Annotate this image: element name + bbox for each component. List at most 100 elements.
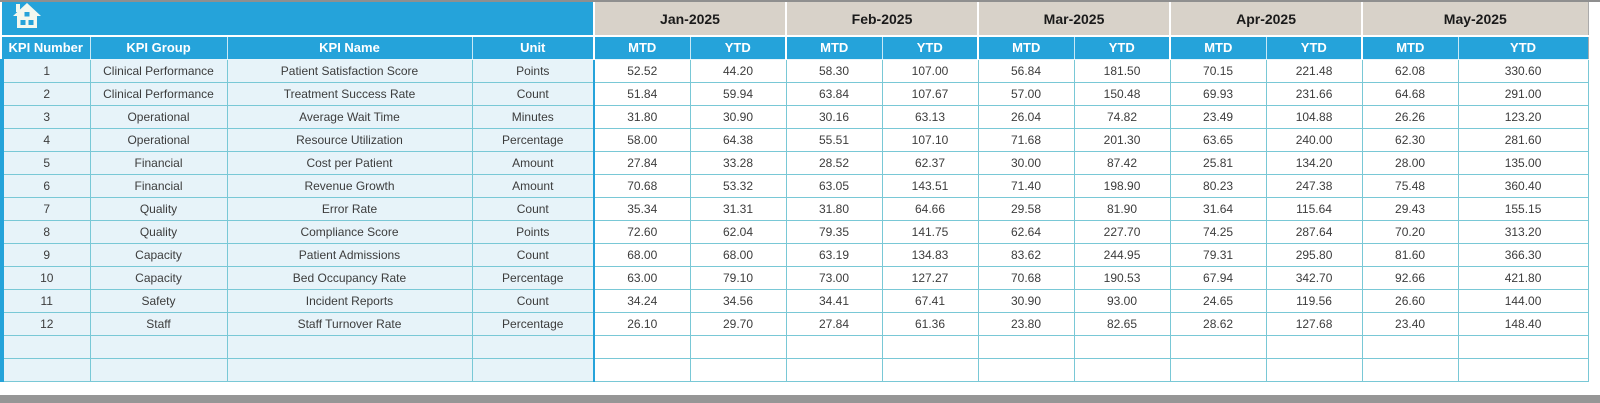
value-cell[interactable]: 30.16 [785,104,883,129]
value-cell[interactable]: 31.64 [1169,196,1267,221]
value-cell[interactable]: 30.90 [977,288,1075,313]
empty-cell[interactable] [1265,357,1363,382]
value-cell[interactable]: 82.65 [1073,311,1171,336]
empty-cell[interactable] [977,334,1075,359]
value-cell[interactable]: 75.48 [1361,173,1459,198]
month-header-cell[interactable]: May-2025 [1361,2,1589,37]
value-cell[interactable]: 80.23 [1169,173,1267,198]
empty-cell[interactable] [1169,357,1267,382]
kpi-name-cell[interactable]: Revenue Growth [226,173,473,198]
value-cell[interactable]: 201.30 [1073,127,1171,152]
value-cell[interactable]: 62.04 [689,219,787,244]
value-cell[interactable]: 87.42 [1073,150,1171,175]
unit-cell[interactable]: Count [471,288,595,313]
unit-cell[interactable]: Points [471,58,595,83]
kpi-name-cell[interactable]: Average Wait Time [226,104,473,129]
empty-cell[interactable] [785,357,883,382]
value-cell[interactable]: 58.30 [785,58,883,83]
kpi-number-cell[interactable]: 9 [0,242,91,267]
kpi-number-cell[interactable]: 5 [0,150,91,175]
empty-cell[interactable] [471,357,595,382]
value-cell[interactable]: 64.68 [1361,81,1459,106]
value-cell[interactable]: 55.51 [785,127,883,152]
empty-cell[interactable] [0,357,91,382]
value-cell[interactable]: 240.00 [1265,127,1363,152]
value-cell[interactable]: 74.25 [1169,219,1267,244]
kpi-name-cell[interactable]: Error Rate [226,196,473,221]
kpi-name-cell[interactable]: Compliance Score [226,219,473,244]
value-cell[interactable]: 70.68 [593,173,691,198]
empty-cell[interactable] [89,357,228,382]
value-cell[interactable]: 134.83 [881,242,979,267]
value-cell[interactable]: 107.67 [881,81,979,106]
value-cell[interactable]: 71.40 [977,173,1075,198]
ytd-subheader-cell[interactable]: YTD [881,36,979,60]
value-cell[interactable]: 79.31 [1169,242,1267,267]
value-cell[interactable]: 26.04 [977,104,1075,129]
value-cell[interactable]: 72.60 [593,219,691,244]
value-cell[interactable]: 34.41 [785,288,883,313]
unit-cell[interactable]: Points [471,219,595,244]
mtd-subheader-cell[interactable]: MTD [593,36,690,60]
value-cell[interactable]: 74.82 [1073,104,1171,129]
value-cell[interactable]: 231.66 [1265,81,1363,106]
value-cell[interactable]: 81.90 [1073,196,1171,221]
value-cell[interactable]: 61.36 [881,311,979,336]
value-cell[interactable]: 79.35 [785,219,883,244]
column-header-cell[interactable]: KPI Group [89,36,227,60]
empty-cell[interactable] [881,357,979,382]
horizontal-scrollbar[interactable] [0,395,1600,403]
value-cell[interactable]: 26.10 [593,311,691,336]
kpi-number-cell[interactable]: 11 [0,288,91,313]
empty-cell[interactable] [689,357,787,382]
kpi-number-cell[interactable]: 7 [0,196,91,221]
kpi-name-cell[interactable]: Cost per Patient [226,150,473,175]
value-cell[interactable]: 35.34 [593,196,691,221]
value-cell[interactable]: 31.31 [689,196,787,221]
value-cell[interactable]: 64.66 [881,196,979,221]
kpi-name-cell[interactable]: Incident Reports [226,288,473,313]
value-cell[interactable]: 244.95 [1073,242,1171,267]
value-cell[interactable]: 421.80 [1457,265,1589,290]
month-header-cell[interactable]: Apr-2025 [1169,2,1363,37]
unit-cell[interactable]: Count [471,242,595,267]
empty-cell[interactable] [593,357,691,382]
value-cell[interactable]: 62.08 [1361,58,1459,83]
empty-cell[interactable] [1361,334,1459,359]
empty-cell[interactable] [1265,334,1363,359]
kpi-group-cell[interactable]: Clinical Performance [89,81,228,106]
kpi-name-cell[interactable]: Treatment Success Rate [226,81,473,106]
value-cell[interactable]: 70.15 [1169,58,1267,83]
value-cell[interactable]: 150.48 [1073,81,1171,106]
value-cell[interactable]: 123.20 [1457,104,1589,129]
ytd-subheader-cell[interactable]: YTD [689,36,786,60]
value-cell[interactable]: 68.00 [593,242,691,267]
value-cell[interactable]: 29.58 [977,196,1075,221]
empty-cell[interactable] [1073,334,1171,359]
kpi-group-cell[interactable]: Capacity [89,265,228,290]
month-header-cell[interactable]: Feb-2025 [784,2,979,37]
value-cell[interactable]: 92.66 [1361,265,1459,290]
value-cell[interactable]: 26.26 [1361,104,1459,129]
value-cell[interactable]: 360.40 [1457,173,1589,198]
value-cell[interactable]: 291.00 [1457,81,1589,106]
column-header-cell[interactable]: KPI Name [226,36,472,60]
empty-cell[interactable] [689,334,787,359]
unit-cell[interactable]: Minutes [471,104,595,129]
value-cell[interactable]: 27.84 [785,311,883,336]
unit-cell[interactable]: Count [471,81,595,106]
value-cell[interactable]: 23.49 [1169,104,1267,129]
value-cell[interactable]: 115.64 [1265,196,1363,221]
kpi-group-cell[interactable]: Operational [89,104,228,129]
value-cell[interactable]: 366.30 [1457,242,1589,267]
kpi-number-cell[interactable]: 8 [0,219,91,244]
value-cell[interactable]: 104.88 [1265,104,1363,129]
value-cell[interactable]: 63.65 [1169,127,1267,152]
value-cell[interactable]: 71.68 [977,127,1075,152]
value-cell[interactable]: 79.10 [689,265,787,290]
value-cell[interactable]: 134.20 [1265,150,1363,175]
value-cell[interactable]: 70.20 [1361,219,1459,244]
unit-cell[interactable]: Percentage [471,127,595,152]
kpi-group-cell[interactable]: Staff [89,311,228,336]
mtd-subheader-cell[interactable]: MTD [785,36,882,60]
